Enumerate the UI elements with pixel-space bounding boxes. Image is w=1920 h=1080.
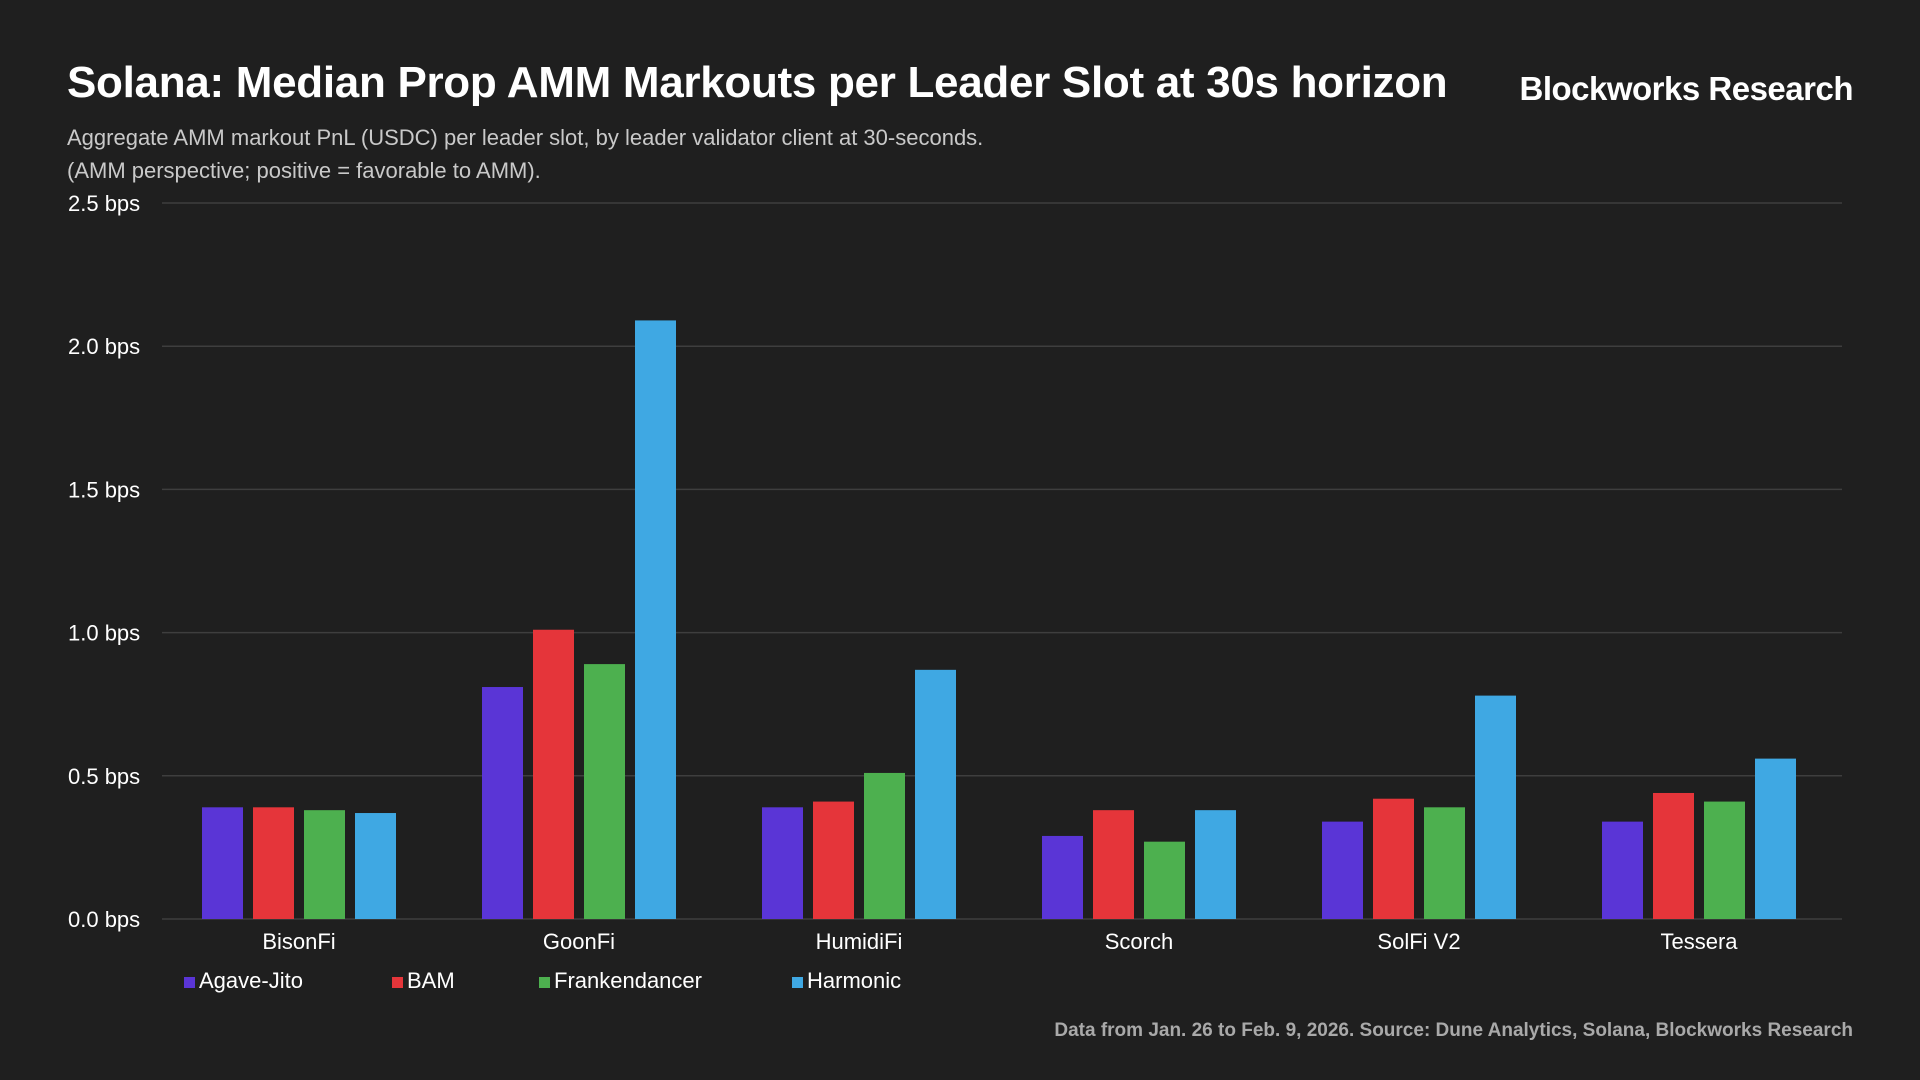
y-tick-label: 2.5 bps [68,191,140,216]
x-category-label: HumidiFi [816,929,903,954]
legend-label: BAM [407,968,455,993]
bar-agave-jito-scorch [1042,835,1083,919]
bar-bam-tessera [1653,792,1694,919]
legend-swatch [792,977,803,988]
legend-swatch [539,977,550,988]
legend-label: Agave-Jito [199,968,303,993]
bar-frankendancer-goonfi [584,664,625,919]
brand-logo-text: Blockworks Research [1519,70,1853,107]
bar-frankendancer-bisonfi [304,810,345,919]
legend-item: Harmonic [792,968,901,994]
bar-frankendancer-tessera [1704,801,1745,919]
chart-subtitle: Aggregate AMM markout PnL (USDC) per lea… [67,121,983,187]
y-axis-ticks: 0.0 bps 0.5 bps 1.0 bps 1.5 bps 2.0 bps 2.5 b… [68,191,140,932]
subtitle-line-2: (AMM perspective; positive = favorable t… [67,158,541,183]
legend-swatch [184,977,195,988]
bar-harmonic-solfi-v2 [1475,695,1516,919]
bar-harmonic-tessera [1755,758,1796,919]
legend-label: Frankendancer [554,968,702,993]
x-category-label: Tessera [1660,929,1738,954]
grid-lines [162,202,1842,920]
subtitle-line-1: Aggregate AMM markout PnL (USDC) per lea… [67,125,984,150]
legend-item: Agave-Jito [184,968,303,994]
bar-bam-humidifi [813,801,854,919]
bar-harmonic-bisonfi [355,813,396,919]
bar-frankendancer-humidifi [864,772,905,919]
x-category-label: GoonFi [543,929,615,954]
legend-item: Frankendancer [539,968,702,994]
y-tick-label: 0.5 bps [68,764,140,789]
bar-bam-solfi-v2 [1373,798,1414,919]
source-footnote: Data from Jan. 26 to Feb. 9, 2026. Sourc… [1054,1020,1853,1041]
bar-agave-jito-humidifi [762,807,803,919]
x-category-label: SolFi V2 [1377,929,1460,954]
legend-label: Harmonic [807,968,902,993]
bar-frankendancer-scorch [1144,841,1185,919]
bars [202,320,1796,919]
bar-agave-jito-goonfi [482,687,523,919]
y-tick-label: 1.0 bps [68,621,140,646]
y-tick-label: 1.5 bps [68,477,140,502]
bar-agave-jito-tessera [1602,821,1643,919]
legend-item: BAM [392,968,455,994]
bar-frankendancer-solfi-v2 [1424,807,1465,919]
y-tick-label: 0.0 bps [68,907,140,932]
bar-bam-scorch [1093,810,1134,919]
bar-harmonic-goonfi [635,320,676,919]
bar-bam-goonfi [533,629,574,919]
bar-harmonic-scorch [1195,810,1236,919]
x-category-label: BisonFi [262,929,335,954]
chart-title: Solana: Median Prop AMM Markouts per Lea… [67,58,1448,107]
legend-swatch [392,977,403,988]
bar-agave-jito-solfi-v2 [1322,821,1363,919]
bar-agave-jito-bisonfi [202,807,243,919]
y-tick-label: 2.0 bps [68,334,140,359]
bar-bam-bisonfi [253,807,294,919]
bar-harmonic-humidifi [915,669,956,919]
x-category-label: Scorch [1105,929,1173,954]
x-axis-categories: BisonFi GoonFi HumidiFi Scorch SolFi V2 Tesse… [262,929,1738,954]
